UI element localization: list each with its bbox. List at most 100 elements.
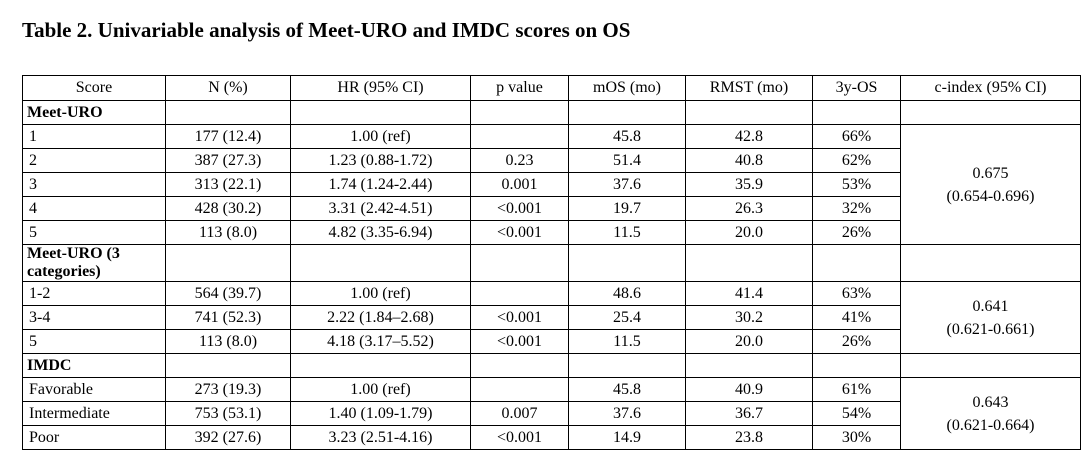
empty-cell — [685, 100, 813, 125]
section-label: Meet-URO — [22, 100, 166, 125]
empty-cell — [290, 244, 471, 282]
cell: 41% — [812, 305, 901, 330]
empty-cell — [165, 353, 291, 378]
cell: <0.001 — [470, 305, 569, 330]
cell: 1.40 (1.09-1.79) — [290, 401, 471, 426]
cell: 53% — [812, 172, 901, 197]
empty-cell — [290, 100, 471, 125]
cell: 564 (39.7) — [165, 281, 291, 306]
cell: 26.3 — [685, 196, 813, 221]
cell: 1.23 (0.88-1.72) — [290, 148, 471, 173]
cell: 741 (52.3) — [165, 305, 291, 330]
cell: 26% — [812, 220, 901, 245]
cell: <0.001 — [470, 220, 569, 245]
cell: 11.5 — [568, 329, 686, 354]
cell: 113 (8.0) — [165, 329, 291, 354]
cell: 20.0 — [685, 329, 813, 354]
empty-cell — [568, 244, 686, 282]
column-header: Score — [22, 75, 166, 101]
cell: 37.6 — [568, 401, 686, 426]
section-label: Meet-URO (3 categories) — [22, 244, 166, 282]
empty-cell — [685, 353, 813, 378]
empty-cell — [812, 244, 901, 282]
cell: 35.9 — [685, 172, 813, 197]
row-label: 5 — [22, 220, 166, 245]
data-row: 4 428 (30.2) 3.31 (2.42-4.51) <0.001 19.7 26.… — [22, 196, 1081, 221]
cell: 61% — [812, 377, 901, 402]
column-header: RMST (mo) — [685, 75, 813, 101]
cell: 42.8 — [685, 124, 813, 149]
empty-cell — [900, 100, 1081, 125]
row-label: Poor — [22, 425, 166, 450]
cell: 2.22 (1.84–2.68) — [290, 305, 471, 330]
cell: 4.18 (3.17–5.52) — [290, 329, 471, 354]
empty-cell — [165, 244, 291, 282]
cell: 26% — [812, 329, 901, 354]
cell: 30% — [812, 425, 901, 450]
data-row: 1 177 (12.4) 1.00 (ref) 45.8 42.8 66% 0.675 (0.… — [22, 124, 1081, 245]
row-label: 2 — [22, 148, 166, 173]
cell: 45.8 — [568, 124, 686, 149]
cell: 4.82 (3.35-6.94) — [290, 220, 471, 245]
cell: 51.4 — [568, 148, 686, 173]
cell: <0.001 — [470, 196, 569, 221]
empty-cell — [568, 100, 686, 125]
column-header: HR (95% CI) — [290, 75, 471, 101]
cell: 23.8 — [685, 425, 813, 450]
row-label: Favorable — [22, 377, 166, 402]
data-row: 1-2 564 (39.7) 1.00 (ref) 48.6 41.4 63% 0.641 (… — [22, 281, 1081, 354]
cell — [470, 124, 569, 149]
cell: 20.0 — [685, 220, 813, 245]
cell: 392 (27.6) — [165, 425, 291, 450]
cell: 387 (27.3) — [165, 148, 291, 173]
cell: 1.00 (ref) — [290, 281, 471, 306]
cell: 54% — [812, 401, 901, 426]
empty-cell — [470, 353, 569, 378]
cell: 11.5 — [568, 220, 686, 245]
c-index-text: (0.621-0.661) — [946, 320, 1035, 338]
empty-cell — [470, 244, 569, 282]
cell: 1.00 (ref) — [290, 124, 471, 149]
cell: 113 (8.0) — [165, 220, 291, 245]
table-title: Table 2. Univariable analysis of Meet-UR… — [22, 18, 631, 42]
c-index-text: (0.654-0.696) — [946, 187, 1035, 205]
row-label: 1 — [22, 124, 166, 149]
cell: 753 (53.1) — [165, 401, 291, 426]
section-row: IMDC — [22, 353, 1081, 378]
c-index-text: 0.641 — [972, 297, 1009, 315]
row-label: 1-2 — [22, 281, 166, 306]
cell: 40.9 — [685, 377, 813, 402]
cell: 66% — [812, 124, 901, 149]
results-table: Score N (%) HR (95% CI) p value mOS (mo) RMST… — [22, 75, 1081, 450]
cell: 0.007 — [470, 401, 569, 426]
cell: 36.7 — [685, 401, 813, 426]
cell: 25.4 — [568, 305, 686, 330]
header-row: Score N (%) HR (95% CI) p value mOS (mo) RMST… — [22, 75, 1081, 101]
row-label: 3-4 — [22, 305, 166, 330]
cell: <0.001 — [470, 425, 569, 450]
empty-cell — [812, 100, 901, 125]
cell: 0.23 — [470, 148, 569, 173]
cell: 3.31 (2.42-4.51) — [290, 196, 471, 221]
c-index-cell: 0.643 (0.621-0.664) — [900, 377, 1081, 450]
data-row: 5 113 (8.0) 4.82 (3.35-6.94) <0.001 11.5 20.0… — [22, 220, 1081, 245]
cell: <0.001 — [470, 329, 569, 354]
cell: 273 (19.3) — [165, 377, 291, 402]
cell: 1.00 (ref) — [290, 377, 471, 402]
cell — [470, 377, 569, 402]
cell: 1.74 (1.24-2.44) — [290, 172, 471, 197]
section-label: IMDC — [22, 353, 166, 378]
data-row: 2 387 (27.3) 1.23 (0.88-1.72) 0.23 51.4 40.8 6… — [22, 148, 1081, 173]
c-index-text: 0.675 — [972, 164, 1009, 182]
empty-cell — [900, 244, 1081, 282]
row-label: 5 — [22, 329, 166, 354]
cell: 313 (22.1) — [165, 172, 291, 197]
cell: 40.8 — [685, 148, 813, 173]
column-header: p value — [470, 75, 569, 101]
data-row: Poor 392 (27.6) 3.23 (2.51-4.16) <0.001 14.9… — [22, 425, 1081, 450]
c-index-cell: 0.641 (0.621-0.661) — [900, 281, 1081, 354]
empty-cell — [900, 353, 1081, 378]
section-row: Meet-URO — [22, 100, 1081, 125]
data-row: Intermediate 753 (53.1) 1.40 (1.09-1.79) 0.… — [22, 401, 1081, 426]
